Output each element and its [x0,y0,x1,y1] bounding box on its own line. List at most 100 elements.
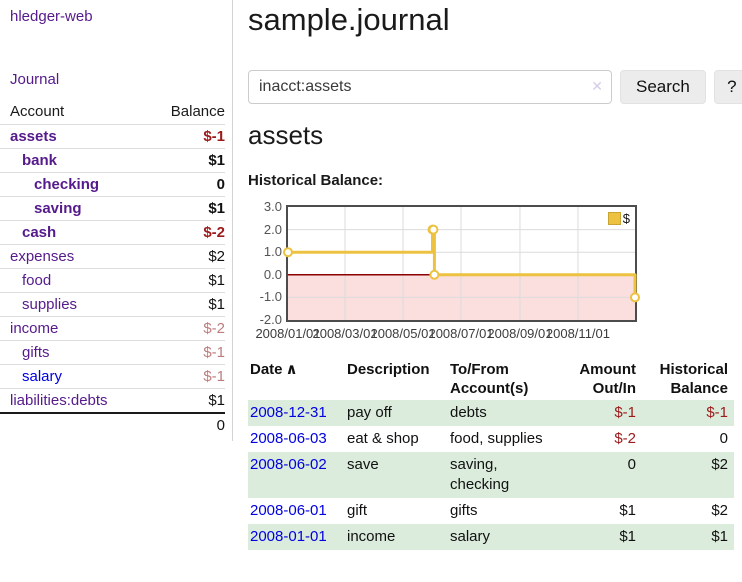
register-header-row: Date ∧ Description To/From Account(s) Amo… [248,358,734,400]
x-axis-tick: 2008/11/01 [545,326,610,341]
account-balance: $1 [208,152,225,169]
account-link-cash[interactable]: cash [22,224,57,241]
account-row: saving $1 [0,196,225,220]
x-axis-tick: 2008/05/01 [370,326,436,341]
account-link-saving[interactable]: saving [34,200,82,217]
account-heading: assets [248,120,324,150]
column-header-accounts: To/From Account(s) [450,361,529,397]
account-link-food[interactable]: food [22,272,52,289]
register-row: 2008-06-01 gift gifts $1 $2 [248,498,734,524]
account-row: supplies $1 [0,292,225,316]
column-header-amount: Amount Out/In [579,361,636,397]
accounts-table: Account Balance assets $-1 bank $1 checking 0… [0,100,225,437]
transaction-amount: 0 [627,456,636,473]
account-row: checking 0 [0,172,225,196]
transaction-amount: $-1 [614,404,636,421]
sort-ascending-icon: ∧ [285,361,298,378]
y-axis-tick: 1.0 [263,244,282,260]
y-axis-tick: 0.0 [263,266,282,282]
account-link-salary[interactable]: salary [22,368,63,385]
clear-search-icon[interactable]: ✕ [591,78,603,94]
x-axis-tick: 2008/07/01 [428,326,494,341]
transaction-balance: $-1 [706,404,728,421]
x-axis-tick: 2008/03/01 [312,326,378,341]
accounts-header-account: Account [10,103,65,120]
search-button[interactable]: Search [620,70,706,104]
account-link-bank[interactable]: bank [22,152,58,169]
account-row: expenses $2 [0,244,225,268]
account-row: liabilities:debts $1 [0,388,225,412]
sidebar-item-journal[interactable]: Journal [10,71,60,88]
transaction-date-link[interactable]: 2008-12-31 [250,404,327,421]
y-axis-tick: -1.0 [259,289,282,305]
legend-swatch-icon [607,212,621,225]
account-balance: $1 [208,296,225,313]
chart-legend: $ [605,210,632,227]
legend-label: $ [622,211,630,226]
transaction-accounts: saving, checking [450,456,510,493]
transaction-date-link[interactable]: 2008-01-01 [250,528,327,545]
accounts-table-header: Account Balance [0,100,225,124]
register-row: 2008-12-31 pay off debts $-1 $-1 [248,400,734,426]
account-balance: $2 [208,248,225,265]
x-axis-tick: 2008/09/01 [487,326,553,341]
account-balance: $1 [208,272,225,289]
transaction-date-link[interactable]: 2008-06-02 [250,456,327,473]
account-row: assets $-1 [0,124,225,148]
transaction-balance: $2 [711,502,728,519]
account-row: food $1 [0,268,225,292]
sidebar: hledger-web Journal Account Balance asse… [0,0,233,441]
account-row: salary $-1 [0,364,225,388]
app-brand-link[interactable]: hledger-web [10,8,93,25]
transaction-accounts: debts [450,404,487,421]
transaction-accounts: food, supplies [450,430,543,447]
y-axis-tick: 2.0 [263,221,282,237]
accounts-total-value: 0 [216,417,225,434]
account-row: gifts $-1 [0,340,225,364]
search-box: ✕ [248,70,612,104]
transaction-amount: $1 [619,528,636,545]
account-balance: $-1 [203,368,225,385]
chart-canvas [283,207,640,320]
transaction-description: pay off [347,404,392,421]
account-balance: 0 [216,176,225,193]
column-header-description: Description [347,361,430,378]
account-row: bank $1 [0,148,225,172]
transaction-amount: $-2 [614,430,636,447]
transaction-accounts: salary [450,528,491,545]
search-input[interactable] [248,70,612,104]
transaction-description: income [347,528,396,545]
register-row: 2008-06-02 save saving, checking 0 $2 [248,452,734,498]
account-link-liabilities-debts[interactable]: liabilities:debts [10,392,108,409]
register-row: 2008-06-03 eat & shop food, supplies $-2 0 [248,426,734,452]
transaction-amount: $1 [619,502,636,519]
search-bar: ✕ Search ? [248,70,742,104]
chart-title: Historical Balance: [248,172,384,189]
account-link-assets[interactable]: assets [10,128,57,145]
account-link-gifts[interactable]: gifts [22,344,50,361]
accounts-header-balance: Balance [170,103,225,120]
transaction-date-link[interactable]: 2008-06-01 [250,502,327,519]
account-balance: $-1 [203,344,225,361]
transaction-date-link[interactable]: 2008-06-03 [250,430,327,447]
account-link-checking[interactable]: checking [34,176,100,193]
account-balance: $-2 [203,320,225,337]
account-balance: $-2 [203,224,225,241]
account-balance: $-1 [203,128,225,145]
account-balance: $1 [208,392,225,409]
accounts-total-row: 0 [0,412,225,437]
help-button[interactable]: ? [713,70,742,104]
column-header-date[interactable]: Date ∧ [250,361,298,378]
transaction-balance: 0 [719,430,728,447]
chart-plot-area[interactable]: $ [283,205,640,322]
transaction-accounts: gifts [450,502,478,519]
transaction-balance: $1 [711,528,728,545]
account-link-supplies[interactable]: supplies [22,296,78,313]
main-content: sample.journal ✕ Search ? assets Histori… [248,0,742,582]
balance-chart: 3.0 2.0 1.0 0.0 -1.0 -2.0 $ 2008/01/01 2008/03… [248,199,708,343]
transaction-balance: $2 [711,456,728,473]
account-row: income $-2 [0,316,225,340]
account-link-expenses[interactable]: expenses [10,248,75,265]
account-link-income[interactable]: income [10,320,59,337]
